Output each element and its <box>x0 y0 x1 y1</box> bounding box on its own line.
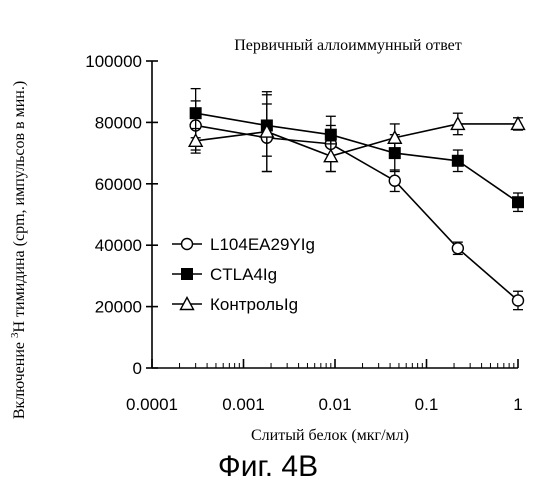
series-line <box>196 124 518 156</box>
series-2 <box>190 89 523 212</box>
x-axis-label: Слитый белок (мкг/мл) <box>251 427 409 444</box>
legend-label: КонтрольIg <box>210 295 298 314</box>
x-tick-label: 0.001 <box>222 395 265 414</box>
y-tick-label: 80000 <box>95 113 142 132</box>
y-tick-label: 40000 <box>95 236 142 255</box>
y-tick-label: 0 <box>133 359 142 378</box>
x-tick-label: 0.0001 <box>126 395 178 414</box>
y-tick-label: 20000 <box>95 298 142 317</box>
data-point-circle <box>452 243 463 254</box>
data-point-circle <box>389 175 400 186</box>
data-point-square <box>513 197 524 208</box>
x-tick-label: 0.1 <box>415 395 439 414</box>
figure-label: Фиг. 4B <box>0 450 536 484</box>
legend-label: L104EA29YIg <box>210 235 315 254</box>
plot-area: 0 20000 40000 60000 80000 100000 0.0001 0.001 0.… <box>85 52 524 414</box>
legend-label: CTLA4Ig <box>210 265 277 284</box>
y-tick-label: 60000 <box>95 175 142 194</box>
x-tick-label: 1 <box>513 395 522 414</box>
y-axis-label-post: H тимидина (cpm, импульсов в мин.) <box>11 81 28 333</box>
series-line <box>196 113 518 202</box>
data-point-square <box>452 155 463 166</box>
data-point-square <box>325 129 336 140</box>
data-point-circle <box>513 295 524 306</box>
y-tick-label: 100000 <box>85 52 142 71</box>
data-point-square <box>182 269 193 280</box>
data-point-square <box>190 108 201 119</box>
y-axis-label: Включение 3H тимидина (cpm, импульсов в … <box>9 81 28 419</box>
x-tick-label: 0.01 <box>318 395 351 414</box>
chart-title: Первичный аллоиммунный ответ <box>234 37 462 54</box>
y-axis-label-pre: Включение <box>11 338 28 419</box>
legend: L104EA29YIg CTLA4Ig КонтрольIg <box>172 235 315 314</box>
data-point-circle <box>182 239 193 250</box>
